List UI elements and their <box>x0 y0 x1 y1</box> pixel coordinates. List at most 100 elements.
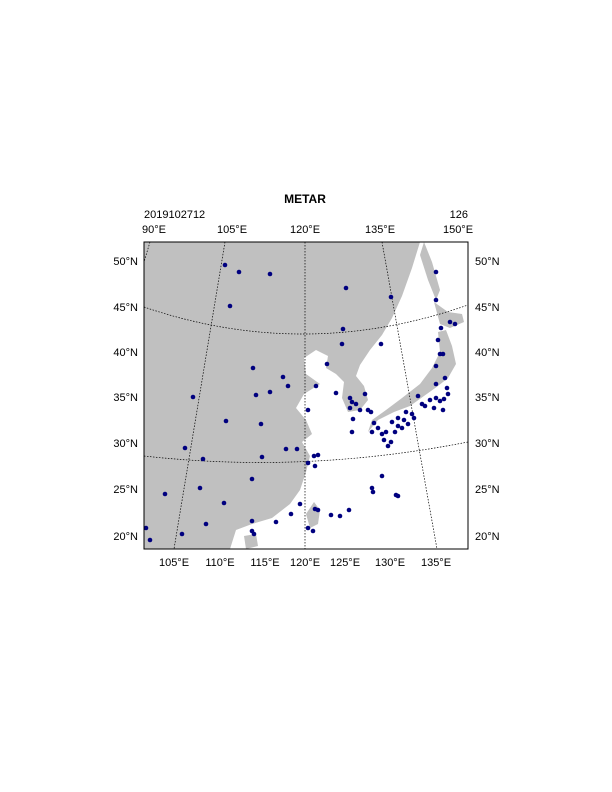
left-lat-label: 30°N <box>113 438 138 450</box>
title: METAR <box>284 192 326 206</box>
station <box>311 453 317 459</box>
left-lat-label: 45°N <box>113 302 138 314</box>
left-lat-label: 25°N <box>113 484 138 496</box>
station <box>197 485 203 491</box>
station <box>259 454 265 460</box>
station <box>444 385 450 391</box>
station <box>249 476 255 482</box>
station <box>369 485 375 491</box>
top-lon-label: 135°E <box>365 224 395 236</box>
top-lon-label: 120°E <box>290 224 320 236</box>
station <box>182 445 188 451</box>
station <box>258 421 264 427</box>
station <box>383 429 389 435</box>
station <box>395 423 401 429</box>
station <box>221 500 227 506</box>
station <box>222 262 228 268</box>
hainan <box>244 534 258 549</box>
station <box>340 326 346 332</box>
station <box>328 512 334 518</box>
station <box>337 513 343 519</box>
station <box>437 398 443 404</box>
station <box>399 425 405 431</box>
station <box>409 411 415 417</box>
station <box>431 405 437 411</box>
station <box>251 531 257 537</box>
time-label: 2019102712 <box>144 209 205 221</box>
station <box>368 409 374 415</box>
frame <box>143 241 469 550</box>
station <box>438 325 444 331</box>
station <box>427 397 433 403</box>
left-lat-label: 20°N <box>113 531 138 543</box>
station <box>403 409 409 415</box>
right-lat-label: 50°N <box>475 256 500 268</box>
map-area <box>144 242 468 549</box>
station <box>369 429 375 435</box>
station <box>433 395 439 401</box>
bottom-lon-label: 115°E <box>250 557 279 569</box>
station <box>200 456 206 462</box>
station <box>349 399 355 405</box>
station <box>419 401 425 407</box>
station <box>441 396 447 402</box>
top-lon-label: 90°E <box>142 224 166 236</box>
right-lat-label: 45°N <box>475 302 500 314</box>
station <box>144 525 149 531</box>
station <box>371 420 377 426</box>
parallel-30 <box>144 441 468 463</box>
station <box>267 271 273 277</box>
station <box>433 297 439 303</box>
station <box>236 269 242 275</box>
station <box>249 518 255 524</box>
station <box>353 401 359 407</box>
meridian-105 <box>173 242 226 549</box>
station <box>190 394 196 400</box>
station <box>452 321 458 327</box>
station <box>393 492 399 498</box>
parallel-45 <box>144 304 468 335</box>
right-lat-label: 40°N <box>475 347 500 359</box>
japan <box>368 330 456 432</box>
station <box>305 407 311 413</box>
station <box>392 429 398 435</box>
right-lat-label: 30°N <box>475 438 500 450</box>
left-lat-label: 50°N <box>113 256 138 268</box>
station <box>411 415 417 421</box>
station <box>433 363 439 369</box>
bottom-lon-label: 105°E <box>159 557 189 569</box>
station <box>433 269 439 275</box>
station <box>280 374 286 380</box>
station <box>440 407 446 413</box>
station <box>324 361 330 367</box>
station <box>312 463 318 469</box>
bottom-lon-label: 130°E <box>375 557 405 569</box>
meridian-135 <box>381 242 438 549</box>
station <box>395 415 401 421</box>
station <box>401 417 407 423</box>
mainland <box>144 242 420 549</box>
station <box>315 507 321 513</box>
station <box>294 446 300 452</box>
station <box>339 341 345 347</box>
station <box>305 460 311 466</box>
station <box>388 294 394 300</box>
station <box>310 528 316 534</box>
station <box>357 407 363 413</box>
station <box>297 501 303 507</box>
station <box>203 521 209 527</box>
station <box>347 395 353 401</box>
station <box>147 537 153 543</box>
station <box>250 365 256 371</box>
station <box>389 419 395 425</box>
station <box>253 392 259 398</box>
station <box>349 429 355 435</box>
sakhalin <box>420 242 440 300</box>
station <box>378 341 384 347</box>
right-lat-label: 20°N <box>475 531 500 543</box>
station <box>370 489 376 495</box>
station <box>440 351 446 357</box>
bottom-lon-label: 125°E <box>330 557 360 569</box>
station <box>435 337 441 343</box>
